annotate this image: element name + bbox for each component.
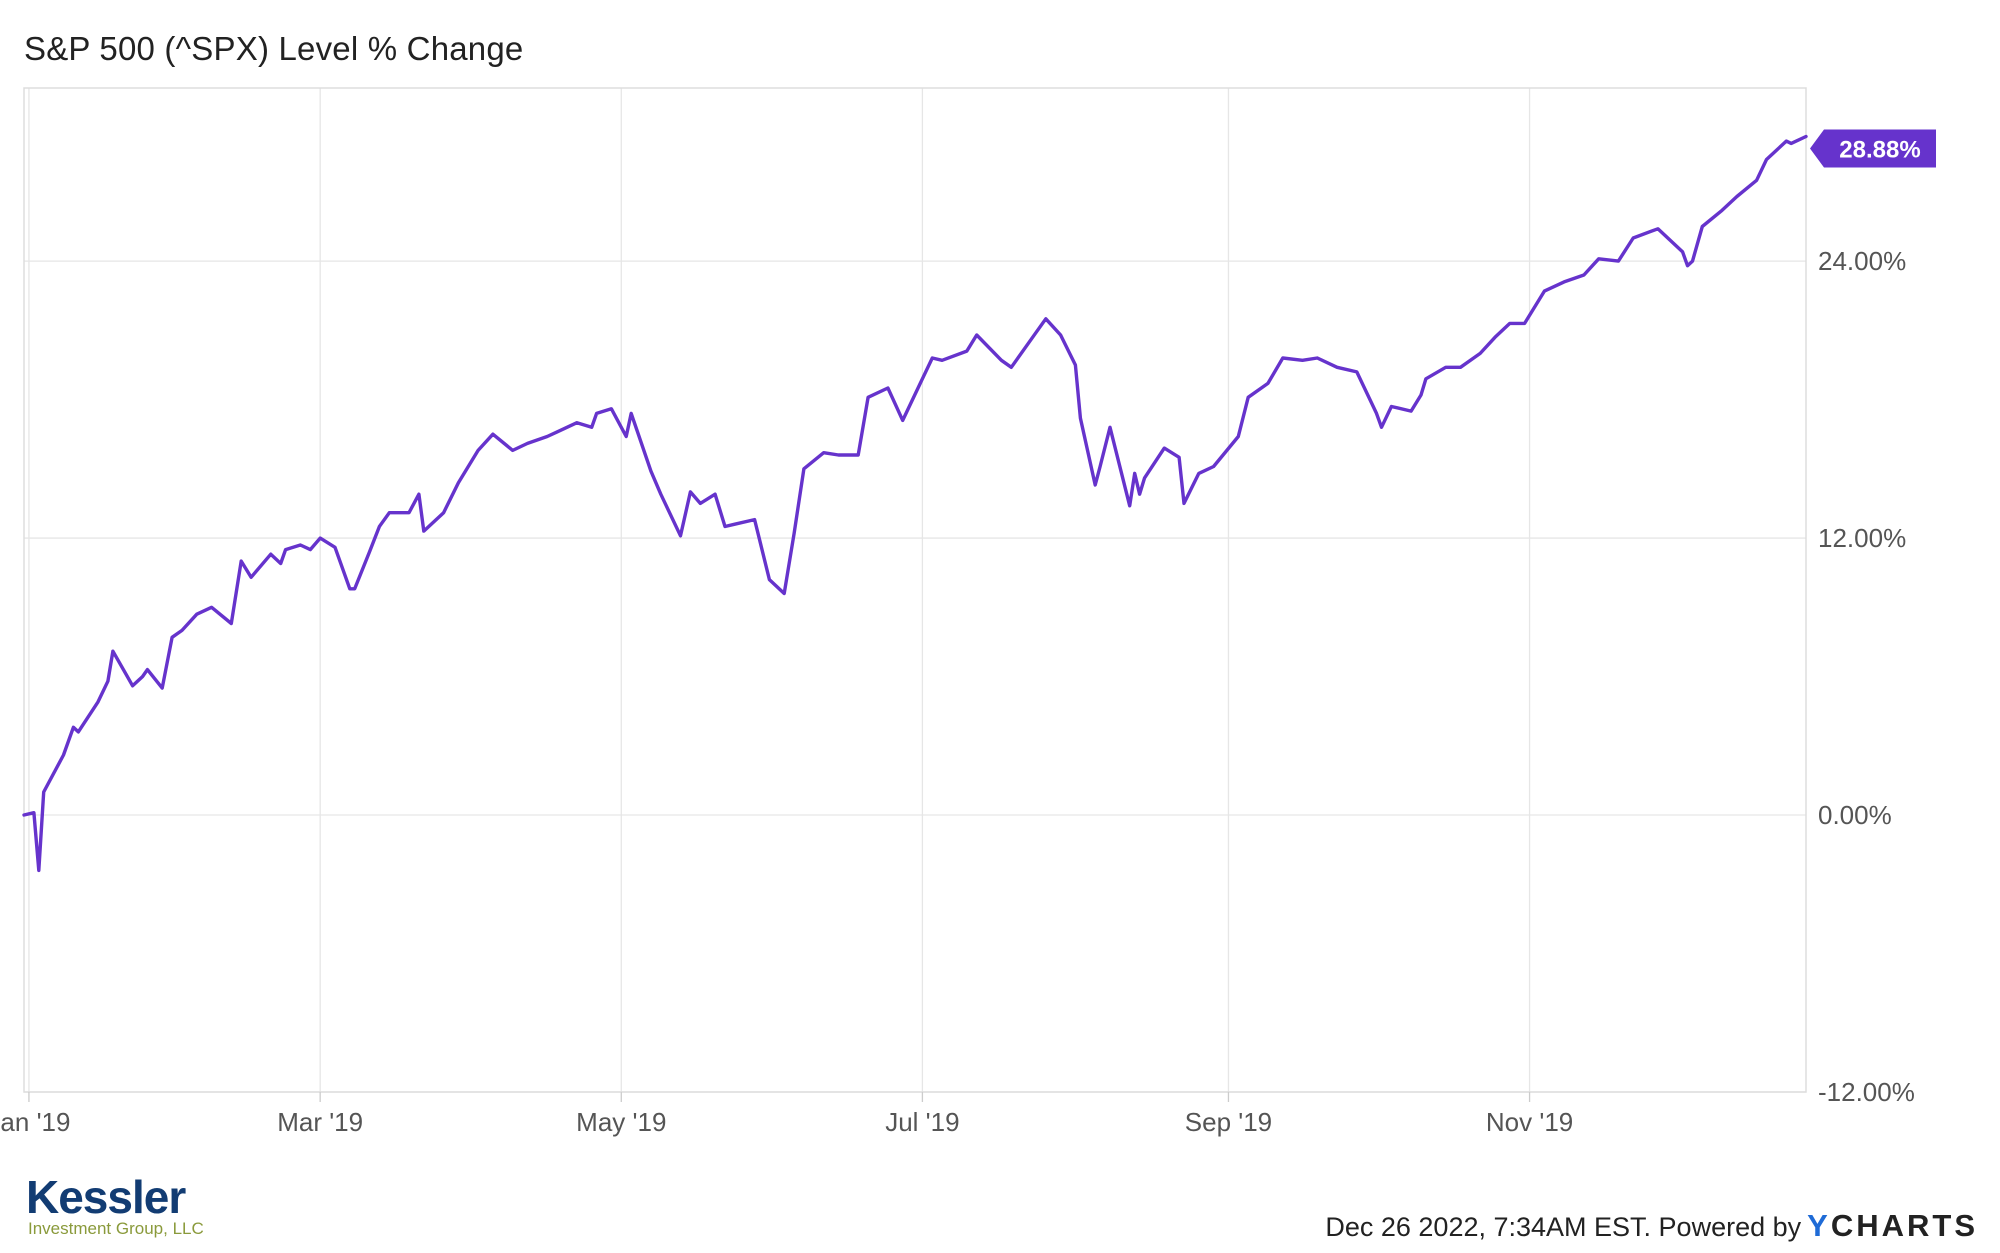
horizontal-gridlines xyxy=(24,260,1806,1093)
chart-title: S&P 500 (^SPX) Level % Change xyxy=(24,30,524,67)
y-tick-label: -12.00% xyxy=(1818,1077,1915,1107)
brand-subtitle: Investment Group, LLC xyxy=(28,1219,204,1238)
footer: Dec 26 2022, 7:34AM EST. Powered by YCHA… xyxy=(1325,1208,1978,1244)
footer-timestamp: Dec 26 2022, 7:34AM EST. Powered by xyxy=(1325,1212,1802,1242)
end-value-label-bg xyxy=(1810,129,1936,168)
vertical-gridlines xyxy=(28,88,1531,1092)
plot-frame xyxy=(23,87,1807,1093)
end-value-label: 28.88% xyxy=(1810,129,1936,168)
brand-name: Kessler xyxy=(26,1171,186,1223)
ycharts-logo: YCHARTS xyxy=(1807,1208,1978,1244)
x-tick-label: Sep '19 xyxy=(1185,1107,1272,1137)
kessler-logo: Kessler Investment Group, LLC xyxy=(26,1171,204,1239)
x-tick-label: Jul '19 xyxy=(885,1107,959,1137)
y-tick-label: 12.00% xyxy=(1818,523,1906,553)
series-line xyxy=(22,134,1808,873)
y-tick-label: 0.00% xyxy=(1818,800,1892,830)
ycharts-logo-y: Y xyxy=(1807,1208,1831,1243)
x-tick-label: Nov '19 xyxy=(1486,1107,1573,1137)
x-tick-label: May '19 xyxy=(576,1107,666,1137)
ycharts-logo-rest: CHARTS xyxy=(1830,1208,1978,1243)
x-tick-label: Mar '19 xyxy=(277,1107,363,1137)
x-axis-labels: Jan '19 Mar '19 May '19 Jul '19 Sep '19 Nov '… xyxy=(0,1092,1573,1137)
y-tick-label: 24.00% xyxy=(1818,246,1906,276)
x-tick-label: Jan '19 xyxy=(0,1107,70,1137)
end-value-label-text: 28.88% xyxy=(1839,136,1920,163)
y-axis-labels: 24.00% 12.00% 0.00% -12.00% xyxy=(1818,246,1915,1107)
